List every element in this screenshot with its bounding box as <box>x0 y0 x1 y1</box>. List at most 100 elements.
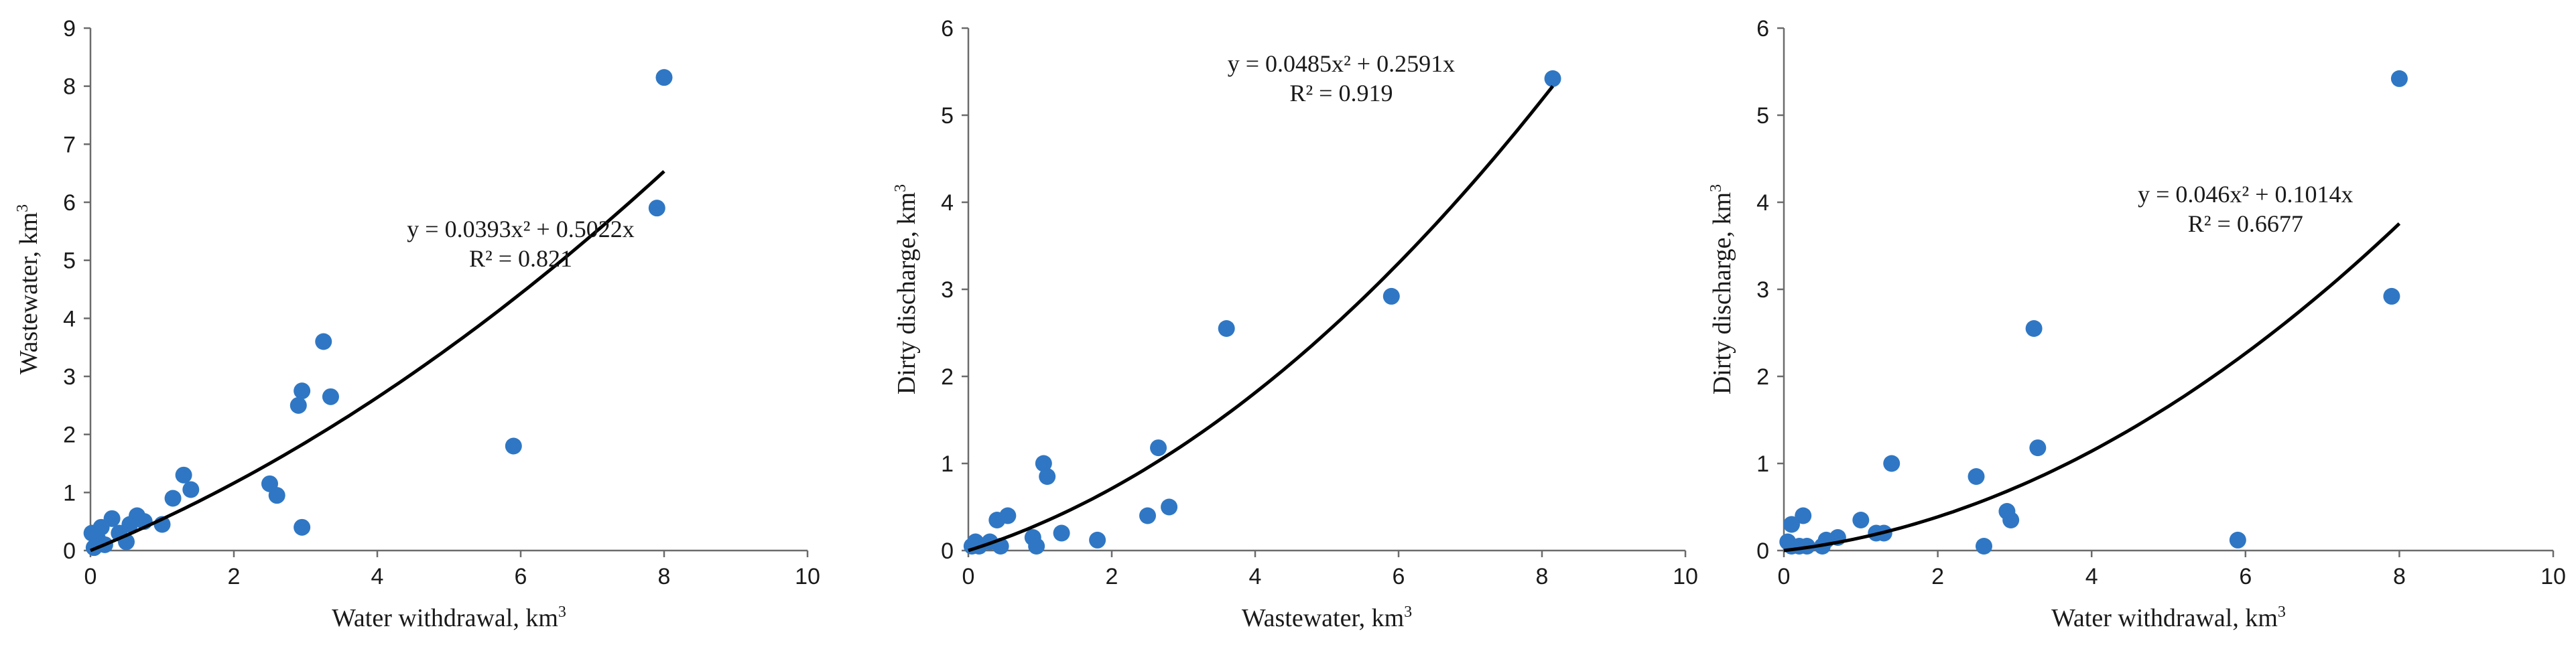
data-point <box>164 490 182 507</box>
y-tick-label: 6 <box>63 190 76 216</box>
data-point <box>1544 70 1561 87</box>
data-point <box>2029 439 2047 457</box>
y-axis-title-text: Wastewater, km <box>15 212 43 374</box>
data-point <box>1028 538 1045 555</box>
y-tick-label: 0 <box>63 538 76 564</box>
x-axis-title-superscript: 3 <box>1404 603 1412 621</box>
x-tick-label: 6 <box>1393 564 1405 589</box>
r-squared-label: R² = 0.919 <box>1289 80 1393 106</box>
x-axis-title: Water withdrawal, km3 <box>332 603 566 632</box>
data-point <box>103 510 121 527</box>
data-point <box>294 518 311 536</box>
data-point <box>289 396 307 414</box>
data-point <box>1968 468 1985 485</box>
data-point <box>1035 455 1052 472</box>
x-axis-title: Wastewater, km3 <box>1242 603 1412 632</box>
x-tick-label: 4 <box>371 564 384 589</box>
y-tick-label: 5 <box>1756 103 1769 129</box>
data-point <box>505 437 522 455</box>
data-point <box>1139 507 1156 524</box>
y-tick-label: 0 <box>1756 538 1769 564</box>
data-point <box>999 507 1017 524</box>
y-tick-label: 2 <box>941 364 954 390</box>
data-point <box>1218 320 1235 337</box>
trend-equation: y = 0.0485x² + 0.2591x <box>1228 50 1455 77</box>
x-tick-label: 10 <box>795 564 820 589</box>
data-point <box>175 466 192 484</box>
x-tick-label: 10 <box>2540 564 2566 589</box>
x-tick-label: 6 <box>2239 564 2252 589</box>
x-tick-label: 2 <box>1931 564 1944 589</box>
x-tick-label: 10 <box>1673 564 1698 589</box>
r-squared-label: R² = 0.6677 <box>2188 210 2303 237</box>
data-point <box>1053 524 1070 542</box>
y-tick-label: 4 <box>941 190 954 216</box>
y-axis-title-text: Dirty discharge, km <box>1708 192 1736 394</box>
x-tick-label: 6 <box>515 564 527 589</box>
data-point <box>1039 468 1056 485</box>
data-point <box>2383 287 2400 305</box>
x-tick-label: 8 <box>2393 564 2406 589</box>
y-axis-title: Dirty discharge, km3 <box>892 184 921 394</box>
y-tick-label: 3 <box>63 364 76 390</box>
x-axis-title-text: Water withdrawal, km <box>2051 604 2278 632</box>
data-point <box>1852 512 1870 528</box>
data-point <box>655 69 673 86</box>
x-tick-label: 8 <box>658 564 671 589</box>
trend-line <box>1783 222 2401 553</box>
y-tick-label: 2 <box>1756 364 1769 390</box>
data-point <box>1883 455 1901 472</box>
x-axis-title-superscript: 3 <box>558 603 566 621</box>
trend-equation: y = 0.0393x² + 0.5022x <box>407 216 634 242</box>
x-tick-label: 8 <box>1536 564 1549 589</box>
x-tick-label: 4 <box>2085 564 2098 589</box>
y-tick-label: 3 <box>1756 277 1769 303</box>
data-point <box>1382 287 1400 305</box>
y-tick-label: 3 <box>941 277 954 303</box>
data-point <box>2002 512 2020 528</box>
x-tick-label: 2 <box>1106 564 1118 589</box>
y-tick-label: 6 <box>1756 16 1769 42</box>
y-tick-label: 1 <box>63 480 76 506</box>
trend-line <box>90 169 665 553</box>
data-point <box>1975 538 1992 555</box>
y-axis-title: Dirty discharge, km3 <box>1708 184 1736 394</box>
x-tick-label: 0 <box>962 564 975 589</box>
y-tick-label: 1 <box>941 451 954 477</box>
x-axis-title-text: Water withdrawal, km <box>332 604 558 632</box>
data-point <box>322 388 339 405</box>
y-tick-label: 5 <box>941 103 954 129</box>
x-tick-label: 0 <box>1778 564 1791 589</box>
y-tick-label: 0 <box>941 538 954 564</box>
trend-equation: y = 0.046x² + 0.1014x <box>2138 181 2353 208</box>
trend-line <box>968 85 1555 553</box>
data-point <box>2025 320 2043 337</box>
y-tick-label: 9 <box>63 16 76 42</box>
x-tick-label: 0 <box>84 564 97 589</box>
x-axis-title: Water withdrawal, km3 <box>2051 603 2286 632</box>
y-tick-label: 5 <box>63 248 76 274</box>
data-point <box>315 333 332 350</box>
x-axis-title-text: Wastewater, km <box>1242 604 1404 632</box>
data-point <box>648 200 665 217</box>
y-axis-title-superscript: 3 <box>14 204 31 212</box>
data-point <box>1150 439 1167 457</box>
data-point <box>1783 516 1800 533</box>
x-tick-label: 2 <box>228 564 241 589</box>
x-tick-label: 4 <box>1249 564 1262 589</box>
y-axis-title-superscript: 3 <box>892 184 909 192</box>
data-point <box>1161 498 1178 516</box>
data-point <box>268 487 285 504</box>
x-axis-title-superscript: 3 <box>2278 603 2286 621</box>
y-axis-title-superscript: 3 <box>1708 184 1725 192</box>
y-tick-label: 4 <box>1756 190 1769 216</box>
r-squared-label: R² = 0.821 <box>469 245 572 272</box>
y-tick-label: 7 <box>63 132 76 157</box>
data-point <box>182 481 200 498</box>
data-point <box>2390 70 2408 87</box>
data-point <box>1089 531 1106 549</box>
